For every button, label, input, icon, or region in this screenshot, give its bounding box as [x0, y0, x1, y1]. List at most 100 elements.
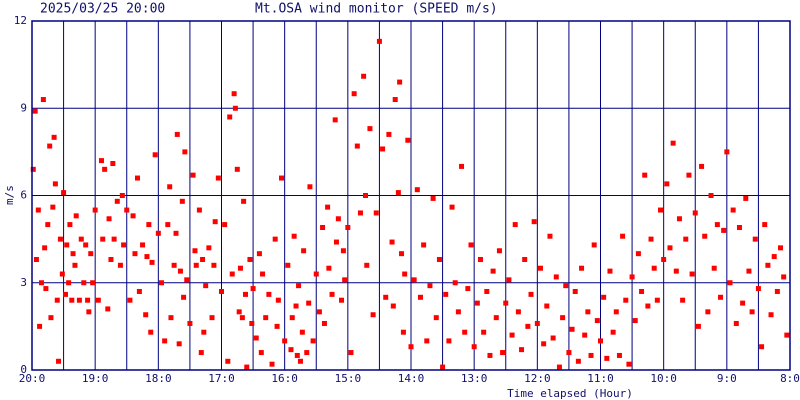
point	[64, 242, 70, 248]
point	[648, 236, 654, 242]
point	[219, 288, 224, 294]
point	[168, 315, 174, 321]
point	[363, 193, 369, 198]
point	[236, 309, 242, 315]
point	[376, 38, 382, 44]
point	[686, 172, 692, 178]
point	[664, 181, 670, 187]
point	[759, 344, 765, 350]
point	[313, 271, 319, 277]
point	[239, 315, 245, 321]
point	[400, 329, 406, 335]
point	[364, 262, 370, 268]
point	[563, 283, 569, 289]
point	[253, 335, 259, 341]
point	[174, 131, 180, 137]
point	[373, 210, 379, 216]
point	[66, 280, 72, 286]
point	[40, 97, 46, 103]
point	[635, 251, 641, 257]
point	[654, 297, 660, 303]
point	[72, 262, 78, 268]
point	[158, 280, 164, 286]
point	[83, 242, 89, 248]
point	[190, 172, 196, 178]
point	[613, 309, 619, 315]
y-tick-label: 3	[20, 276, 27, 289]
point	[397, 79, 403, 85]
point	[534, 320, 540, 326]
point	[515, 309, 521, 315]
y-tick-label: 6	[20, 189, 27, 202]
point	[402, 271, 408, 277]
point	[658, 207, 664, 213]
point	[119, 193, 125, 198]
point	[225, 358, 231, 364]
x-tick-label: 8:0	[780, 372, 800, 385]
point	[465, 286, 471, 292]
point	[310, 338, 316, 344]
point	[59, 271, 65, 277]
point	[316, 309, 322, 315]
point	[182, 149, 188, 155]
x-tick-label: 14:0	[398, 372, 425, 385]
point	[607, 268, 613, 274]
point	[272, 236, 278, 242]
point	[348, 350, 354, 356]
point	[714, 222, 720, 228]
point	[389, 239, 395, 245]
point	[326, 265, 332, 271]
x-tick-label: 16:0	[271, 372, 298, 385]
point	[680, 297, 686, 303]
point	[699, 163, 705, 169]
point	[462, 329, 468, 335]
point	[100, 236, 106, 242]
point	[768, 312, 774, 318]
x-tick-label: 12:0	[524, 372, 551, 385]
point	[124, 207, 130, 213]
point	[490, 268, 496, 274]
point	[140, 242, 146, 248]
point	[440, 364, 446, 370]
point	[541, 341, 547, 347]
point	[212, 219, 218, 225]
point	[547, 233, 553, 239]
point	[332, 117, 338, 123]
point	[455, 309, 461, 315]
point	[37, 323, 43, 329]
point	[708, 193, 714, 198]
point	[537, 265, 543, 271]
point	[247, 256, 253, 262]
point	[572, 288, 578, 294]
point	[417, 294, 423, 300]
point	[762, 222, 768, 228]
x-tick-label: 10:0	[650, 372, 677, 385]
point	[42, 245, 48, 251]
point	[291, 233, 297, 239]
point	[229, 271, 235, 277]
point	[227, 114, 233, 120]
point	[598, 338, 603, 344]
y-tick-label: 9	[20, 101, 27, 114]
point	[45, 222, 51, 228]
point	[179, 198, 185, 204]
point	[321, 320, 327, 326]
point	[525, 323, 531, 329]
point	[243, 291, 249, 297]
point	[667, 245, 673, 251]
point	[487, 352, 493, 358]
point	[275, 297, 281, 303]
point	[443, 291, 449, 297]
point	[88, 251, 94, 257]
point	[500, 350, 506, 356]
point	[231, 91, 237, 97]
point	[134, 175, 140, 181]
point	[446, 338, 452, 344]
point	[588, 352, 594, 358]
point	[177, 268, 183, 274]
point	[591, 242, 597, 248]
point	[301, 248, 307, 254]
point	[430, 195, 436, 201]
point	[721, 227, 727, 233]
point	[676, 216, 682, 222]
